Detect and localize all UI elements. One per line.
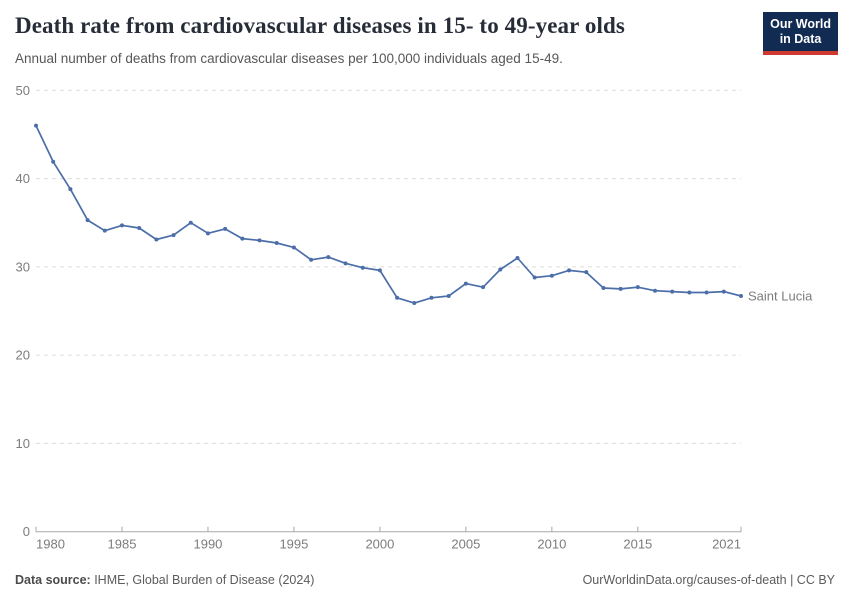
y-tick-label-20: 20 xyxy=(16,348,30,363)
x-tick-label-1980: 1980 xyxy=(36,537,65,552)
data-point-2017[interactable] xyxy=(670,289,675,294)
y-tick-label-0: 0 xyxy=(23,524,30,539)
data-point-2006[interactable] xyxy=(481,285,486,290)
data-point-2020[interactable] xyxy=(721,289,726,294)
data-point-2009[interactable] xyxy=(532,275,537,280)
data-point-1986[interactable] xyxy=(137,226,142,231)
data-point-2021[interactable] xyxy=(739,293,743,298)
y-tick-label-40: 40 xyxy=(16,171,30,186)
owid-logo[interactable]: Our World in Data xyxy=(763,12,838,55)
trend-line xyxy=(35,124,742,304)
data-point-2014[interactable] xyxy=(618,286,623,291)
data-point-1991[interactable] xyxy=(223,226,228,231)
data-point-2000[interactable] xyxy=(377,268,382,273)
chart-subtitle: Annual number of deaths from cardiovascu… xyxy=(15,51,563,66)
chart-footer: Data source: IHME, Global Burden of Dise… xyxy=(15,573,835,587)
data-point-2011[interactable] xyxy=(567,268,572,273)
x-tick-label-2010: 2010 xyxy=(537,537,566,552)
x-tick-label-2000: 2000 xyxy=(365,537,394,552)
data-point-2005[interactable] xyxy=(463,281,468,286)
data-point-2019[interactable] xyxy=(704,290,709,295)
x-tick-label-2015: 2015 xyxy=(623,537,652,552)
data-point-2008[interactable] xyxy=(515,256,520,261)
data-point-2004[interactable] xyxy=(446,293,451,298)
x-tick-label-2005: 2005 xyxy=(451,537,480,552)
owid-url-text[interactable]: OurWorldinData.org/causes-of-death | CC … xyxy=(582,573,835,587)
data-point-2003[interactable] xyxy=(429,295,434,300)
data-point-2007[interactable] xyxy=(498,267,503,272)
x-tick-label-1995: 1995 xyxy=(279,537,308,552)
data-point-2010[interactable] xyxy=(549,273,554,278)
owid-logo-line2: in Data xyxy=(779,32,822,46)
data-point-1987[interactable] xyxy=(154,237,159,242)
data-point-1989[interactable] xyxy=(188,220,193,225)
data-point-2015[interactable] xyxy=(635,285,640,290)
data-point-1990[interactable] xyxy=(205,231,210,236)
data-point-2012[interactable] xyxy=(584,270,589,275)
data-point-1998[interactable] xyxy=(343,261,348,266)
data-point-1982[interactable] xyxy=(68,187,73,192)
owid-logo-line1: Our World xyxy=(770,17,831,31)
data-point-1997[interactable] xyxy=(326,255,331,260)
data-point-2001[interactable] xyxy=(395,295,400,300)
data-point-2018[interactable] xyxy=(687,290,692,295)
data-point-1992[interactable] xyxy=(240,236,245,241)
data-point-1999[interactable] xyxy=(360,265,365,270)
x-tick-label-1990: 1990 xyxy=(193,537,222,552)
x-tick-label-2021: 2021 xyxy=(712,537,741,552)
data-point-1996[interactable] xyxy=(309,257,314,262)
data-point-1980[interactable] xyxy=(34,123,38,128)
data-source-value: IHME, Global Burden of Disease (2024) xyxy=(90,573,315,587)
y-tick-label-30: 30 xyxy=(16,259,30,274)
data-point-1981[interactable] xyxy=(51,159,56,164)
data-point-1983[interactable] xyxy=(85,218,90,223)
data-source-text: Data source: IHME, Global Burden of Dise… xyxy=(15,573,314,587)
data-point-1985[interactable] xyxy=(119,223,124,228)
data-point-2013[interactable] xyxy=(601,286,606,291)
data-point-2002[interactable] xyxy=(412,301,417,306)
data-point-1994[interactable] xyxy=(274,241,279,246)
data-point-2016[interactable] xyxy=(653,288,658,293)
data-source-label: Data source: xyxy=(15,573,91,587)
data-point-1993[interactable] xyxy=(257,238,262,243)
y-tick-label-50: 50 xyxy=(16,83,30,98)
data-point-1995[interactable] xyxy=(291,245,296,250)
series-label: Saint Lucia xyxy=(748,288,813,303)
data-point-1988[interactable] xyxy=(171,233,176,238)
chart-title: Death rate from cardiovascular diseases … xyxy=(15,13,625,38)
data-point-1984[interactable] xyxy=(102,228,107,233)
y-tick-label-10: 10 xyxy=(16,436,30,451)
x-tick-label-1985: 1985 xyxy=(108,537,137,552)
